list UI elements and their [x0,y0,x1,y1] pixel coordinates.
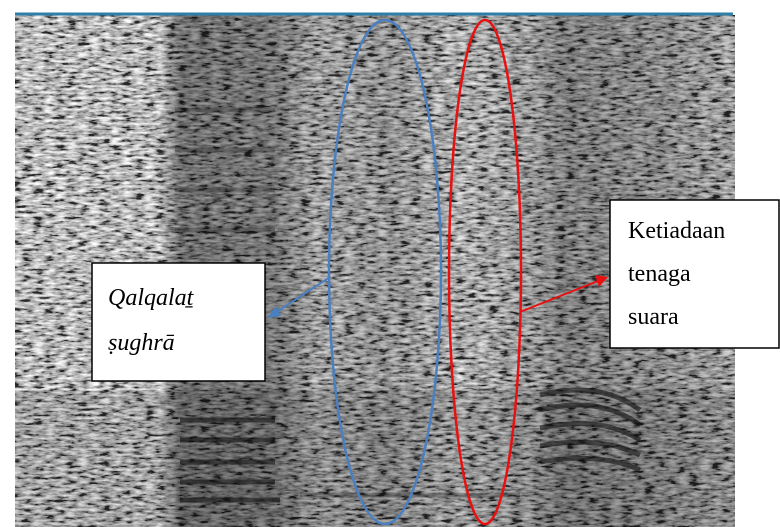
label-text: ṣughrā [108,330,175,356]
red-arrow [519,280,599,313]
blue-arrow [274,276,331,314]
label-box [609,199,780,349]
label-box [91,262,266,382]
label-text: Qalqalaṯ [108,285,195,311]
label-text: Ketiadaan [628,218,725,244]
label-text: suara [628,304,679,330]
blue-arrowhead [267,306,281,318]
label-text: tenaga [628,261,691,287]
red-ellipse [447,18,523,526]
blue-ellipse [327,18,443,526]
red-arrowhead [595,275,608,287]
